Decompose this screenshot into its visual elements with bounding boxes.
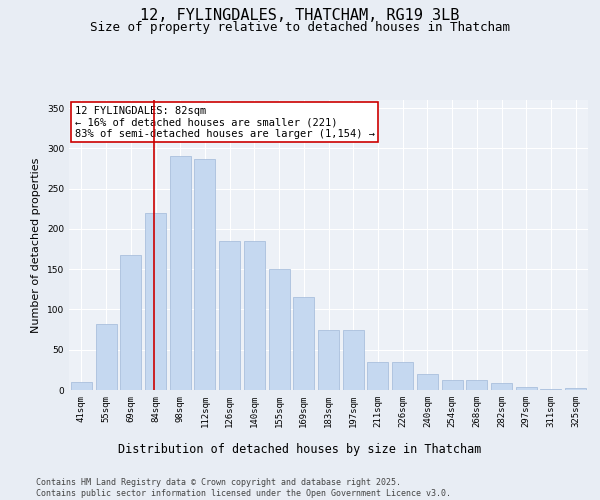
Bar xyxy=(392,362,413,390)
Bar xyxy=(145,213,166,390)
Bar xyxy=(343,330,364,390)
Bar xyxy=(367,362,388,390)
Text: Contains HM Land Registry data © Crown copyright and database right 2025.
Contai: Contains HM Land Registry data © Crown c… xyxy=(36,478,451,498)
Bar xyxy=(120,254,141,390)
Bar xyxy=(269,269,290,390)
Bar xyxy=(466,380,487,390)
Text: Distribution of detached houses by size in Thatcham: Distribution of detached houses by size … xyxy=(118,442,482,456)
Bar xyxy=(293,298,314,390)
Bar xyxy=(194,159,215,390)
Bar xyxy=(95,324,116,390)
Bar xyxy=(442,380,463,390)
Text: 12, FYLINGDALES, THATCHAM, RG19 3LB: 12, FYLINGDALES, THATCHAM, RG19 3LB xyxy=(140,8,460,22)
Bar xyxy=(219,241,240,390)
Bar xyxy=(491,383,512,390)
Bar xyxy=(318,330,339,390)
Bar xyxy=(417,374,438,390)
Bar xyxy=(71,382,92,390)
Text: 12 FYLINGDALES: 82sqm
← 16% of detached houses are smaller (221)
83% of semi-det: 12 FYLINGDALES: 82sqm ← 16% of detached … xyxy=(74,106,374,139)
Text: Size of property relative to detached houses in Thatcham: Size of property relative to detached ho… xyxy=(90,21,510,34)
Bar xyxy=(541,389,562,390)
Bar xyxy=(565,388,586,390)
Y-axis label: Number of detached properties: Number of detached properties xyxy=(31,158,41,332)
Bar xyxy=(170,156,191,390)
Bar xyxy=(244,241,265,390)
Bar xyxy=(516,387,537,390)
